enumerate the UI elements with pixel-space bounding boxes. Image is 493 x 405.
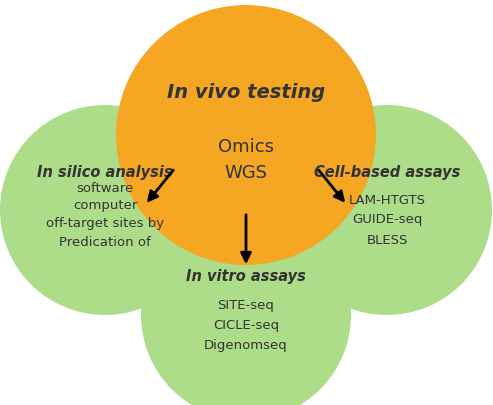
- Text: GUIDE-seq: GUIDE-seq: [352, 213, 422, 226]
- Text: In silico analysis: In silico analysis: [37, 164, 173, 179]
- Text: CICLE-seq: CICLE-seq: [213, 318, 279, 332]
- Text: off-target sites by: off-target sites by: [46, 217, 164, 230]
- Text: In vivo testing: In vivo testing: [167, 83, 325, 102]
- Ellipse shape: [282, 105, 492, 315]
- Ellipse shape: [116, 5, 376, 265]
- Text: computer: computer: [73, 200, 137, 213]
- Text: In vitro assays: In vitro assays: [186, 269, 306, 284]
- Text: Cell-based assays: Cell-based assays: [314, 164, 460, 179]
- Text: Digenomseq: Digenomseq: [204, 339, 288, 352]
- Text: BLESS: BLESS: [366, 234, 408, 247]
- Text: SITE-seq: SITE-seq: [217, 298, 275, 311]
- Ellipse shape: [141, 210, 351, 405]
- Ellipse shape: [0, 105, 210, 315]
- Text: Predication of: Predication of: [59, 235, 151, 249]
- Text: software: software: [76, 181, 134, 194]
- Text: WGS: WGS: [224, 164, 268, 182]
- Text: LAM-HTGTS: LAM-HTGTS: [349, 194, 425, 207]
- Text: Omics: Omics: [218, 138, 274, 156]
